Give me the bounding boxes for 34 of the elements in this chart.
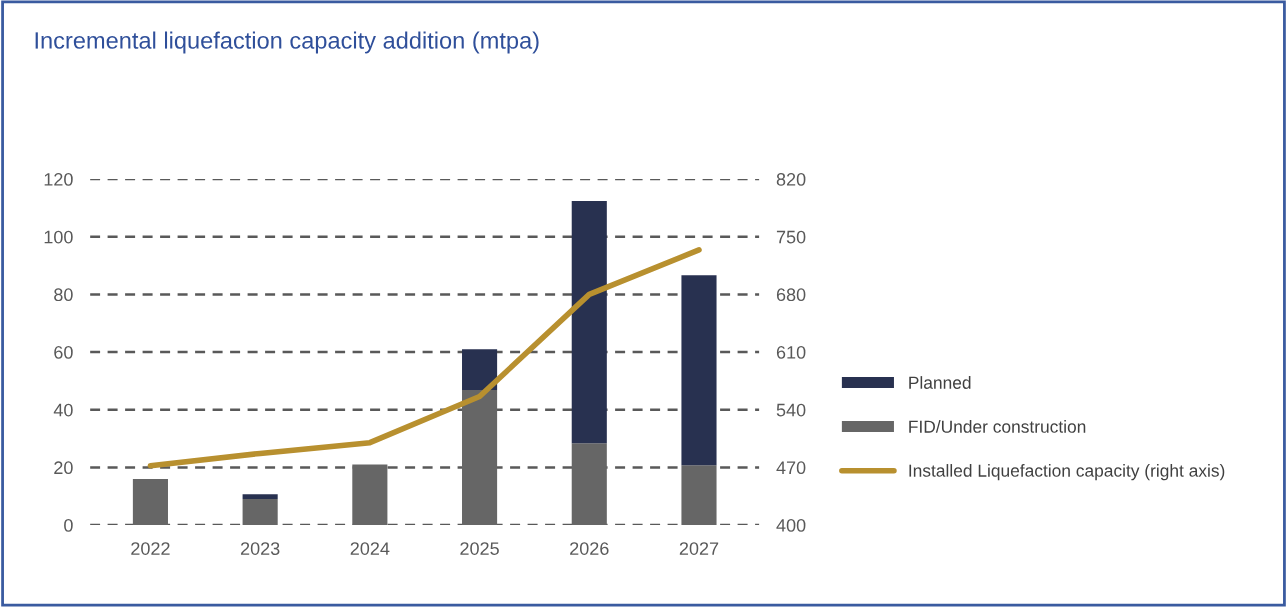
x-tick-label: 2024 — [350, 542, 390, 555]
legend-label: Planned — [909, 376, 971, 389]
legend-label: Installed Liquefaction capacity (right axis) — [909, 464, 1225, 481]
bar — [462, 390, 498, 526]
y2-tick-label: 820 — [776, 173, 806, 186]
y2-tick-label: 470 — [776, 461, 806, 475]
x-tick-label: 2023 — [240, 542, 280, 555]
y2-tick-label: 680 — [776, 288, 806, 302]
y-tick-label: 0 — [64, 518, 73, 532]
legend-label: FID/Under construction — [909, 420, 1086, 433]
bar — [571, 200, 607, 444]
bar — [242, 499, 278, 526]
x-tick-label: 2025 — [460, 542, 499, 555]
x-tick-label: 2027 — [679, 542, 719, 555]
bar — [242, 494, 278, 500]
y-tick-label: 80 — [54, 288, 73, 302]
y-tick-label: 40 — [53, 403, 73, 417]
y2-tick-label: 610 — [776, 345, 806, 359]
chart-title: Incremental liquefaction capacity addition (mtpa) — [35, 31, 539, 54]
y-tick-label: 100 — [44, 230, 73, 244]
y-tick-label: 20 — [54, 461, 73, 475]
bar — [681, 465, 717, 526]
y2-tick-label: 400 — [776, 518, 806, 532]
bar — [571, 443, 607, 526]
bar — [462, 349, 498, 391]
x-tick-label: 2022 — [131, 542, 170, 555]
x-tick-label: 2026 — [570, 542, 609, 555]
y-tick-label: 60 — [54, 345, 73, 359]
y-tick-label: 120 — [44, 173, 73, 186]
bar — [132, 478, 168, 526]
bar — [352, 464, 388, 526]
y2-tick-label: 750 — [776, 230, 806, 244]
y2-tick-label: 540 — [776, 403, 806, 417]
bar — [681, 275, 717, 466]
